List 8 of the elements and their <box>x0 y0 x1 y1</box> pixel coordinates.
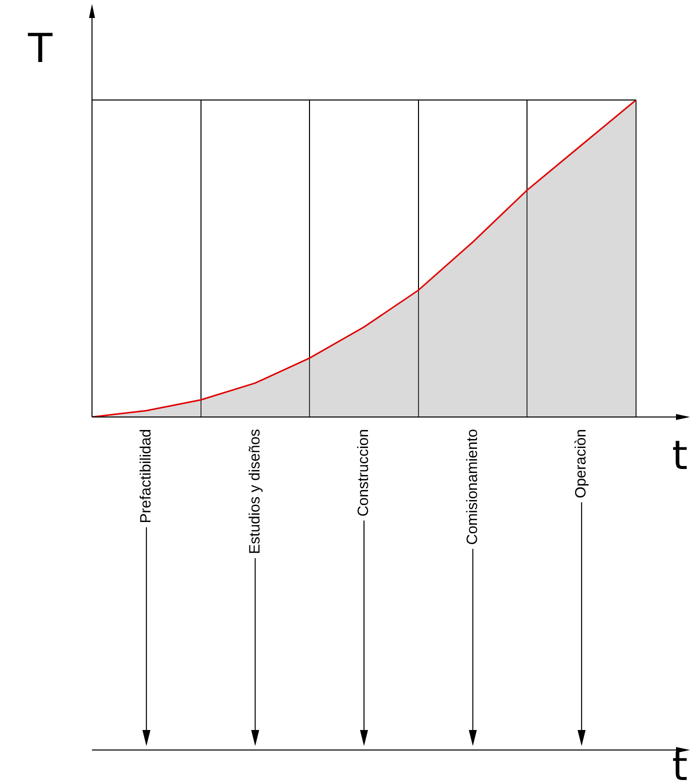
x-tick-label: Estudios y diseños <box>246 429 264 554</box>
x-axis-title: t <box>672 433 688 479</box>
x-tick-label: Prefactibilidad <box>138 429 155 524</box>
x-tick-label: Comisionamiento <box>464 429 481 545</box>
y-axis-title: T <box>27 26 53 72</box>
x-tick-label: Operaciòn <box>572 429 590 498</box>
text: t <box>672 744 688 783</box>
x-tick-label: Construccion <box>355 429 372 517</box>
